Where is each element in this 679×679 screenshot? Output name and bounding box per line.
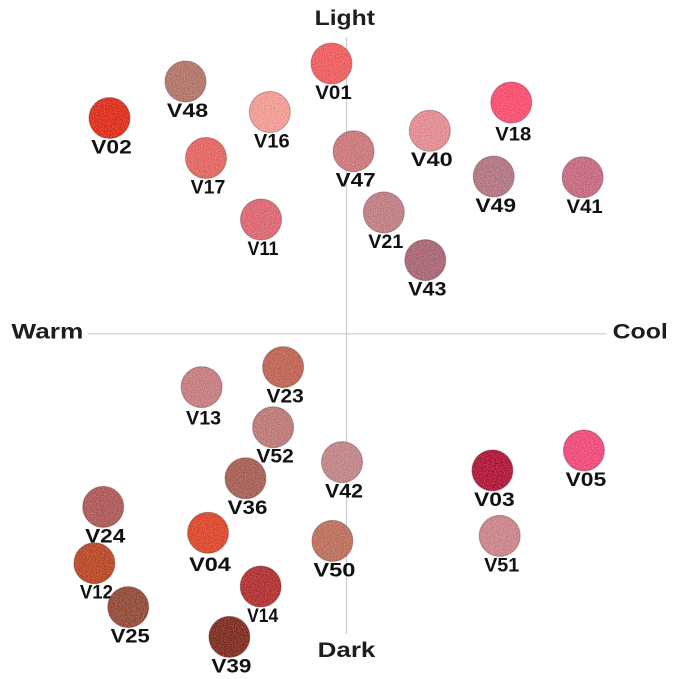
svg-text:V43: V43 [408, 280, 446, 301]
svg-text:V05: V05 [566, 470, 607, 491]
svg-text:V52: V52 [256, 447, 293, 468]
svg-text:V49: V49 [475, 196, 516, 217]
svg-text:V48: V48 [167, 101, 208, 122]
svg-text:V04: V04 [189, 555, 231, 576]
svg-text:V25: V25 [111, 627, 151, 648]
svg-text:Dark: Dark [318, 639, 376, 662]
svg-text:V16: V16 [254, 132, 290, 153]
svg-text:V21: V21 [368, 232, 403, 253]
svg-text:V24: V24 [85, 526, 126, 547]
svg-text:Light: Light [315, 7, 375, 30]
svg-text:V12: V12 [80, 583, 113, 604]
svg-text:V01: V01 [315, 83, 352, 104]
svg-text:V14: V14 [247, 606, 278, 627]
svg-text:V51: V51 [484, 555, 520, 576]
svg-text:V36: V36 [228, 498, 268, 519]
svg-text:V50: V50 [313, 560, 355, 581]
svg-text:V13: V13 [186, 409, 221, 430]
svg-text:V18: V18 [495, 125, 531, 146]
svg-text:V40: V40 [411, 150, 453, 171]
svg-text:V39: V39 [211, 656, 251, 677]
svg-text:V11: V11 [248, 239, 279, 260]
svg-text:V41: V41 [567, 197, 604, 218]
svg-text:V02: V02 [91, 138, 132, 159]
svg-text:V17: V17 [191, 178, 226, 199]
svg-text:V42: V42 [325, 482, 363, 503]
svg-text:Warm: Warm [11, 321, 83, 344]
svg-text:V23: V23 [267, 387, 304, 408]
svg-text:V47: V47 [336, 171, 376, 192]
svg-text:V03: V03 [474, 490, 515, 511]
svg-text:Cool: Cool [613, 320, 668, 343]
